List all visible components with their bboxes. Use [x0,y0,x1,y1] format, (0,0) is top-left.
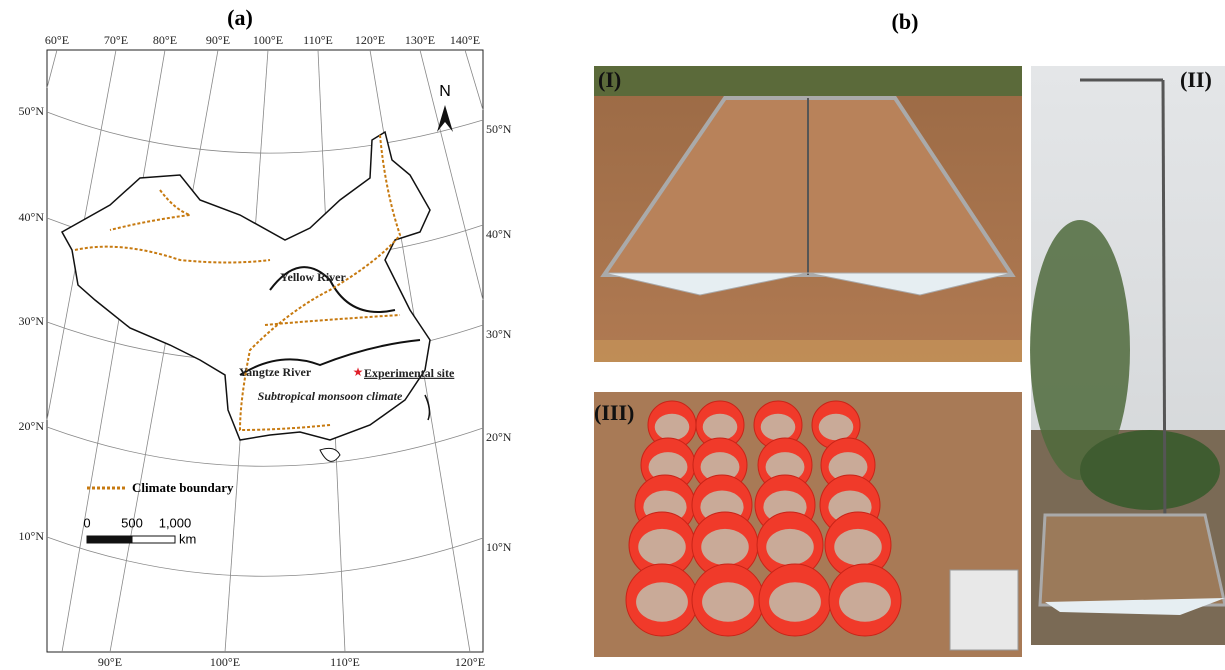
lon-label: 110°E [303,33,333,47]
photo-label: (III) [594,400,634,425]
lon-label: 120°E [455,655,485,669]
photo-I [594,66,1022,362]
lat-label: 10°N [19,529,45,543]
river-label: Yangtze River [239,365,312,379]
lat-label: 30°N [486,327,512,341]
lat-label: 40°N [486,227,512,241]
scale-tick: 500 [121,515,143,530]
lat-label: 50°N [486,122,512,136]
lon-label: 70°E [104,33,128,47]
legend-label: Climate boundary [132,480,234,495]
river-label: Yellow River [280,270,346,284]
lat-label: 50°N [19,104,45,118]
climate-zone: Subtropical monsoon climate [258,389,403,403]
lon-label: 90°E [206,33,230,47]
photo-label: (I) [598,67,621,92]
lat-label: 20°N [19,419,45,433]
lat-label: 30°N [19,314,45,328]
bucket-water [766,529,814,565]
panel-label: (b) [892,9,919,34]
lat-label: 10°N [486,540,512,554]
figure: (a) N Yellow River Yangtze River ★ Exper… [0,0,1225,670]
bucket-water [839,582,891,622]
north-label: N [439,83,451,100]
lon-label: 140°E [450,33,480,47]
panel-label: (a) [227,5,253,30]
lon-label: 80°E [153,33,177,47]
lon-label: 110°E [330,655,360,669]
scale-tick: 1,000 [159,515,192,530]
lat-label: 20°N [486,430,512,444]
bucket-water [638,529,686,565]
photo-II [1030,66,1225,645]
bucket-water [702,582,754,622]
lon-label: 120°E [355,33,385,47]
lon-label: 100°E [253,33,283,47]
scale-bar [132,536,175,543]
bucket-water [761,414,796,440]
photo-label: (II) [1180,67,1212,92]
bucket-water [636,582,688,622]
lon-label: 90°E [98,655,122,669]
lon-label: 130°E [405,33,435,47]
bucket-water [819,414,854,440]
lon-label: 60°E [45,33,69,47]
site-label: Experimental site [364,366,455,380]
bucket-water [701,529,749,565]
photo-III [594,392,1022,657]
bucket-water [655,414,690,440]
site-marker: ★ [353,365,364,379]
scale-tick: 0 [83,515,90,530]
bucket-water [769,582,821,622]
bucket-water [834,529,882,565]
scale-bar [87,536,132,543]
scale-unit: km [179,531,196,546]
lat-label: 40°N [19,210,45,224]
bucket-water [703,414,738,440]
lon-label: 100°E [210,655,240,669]
